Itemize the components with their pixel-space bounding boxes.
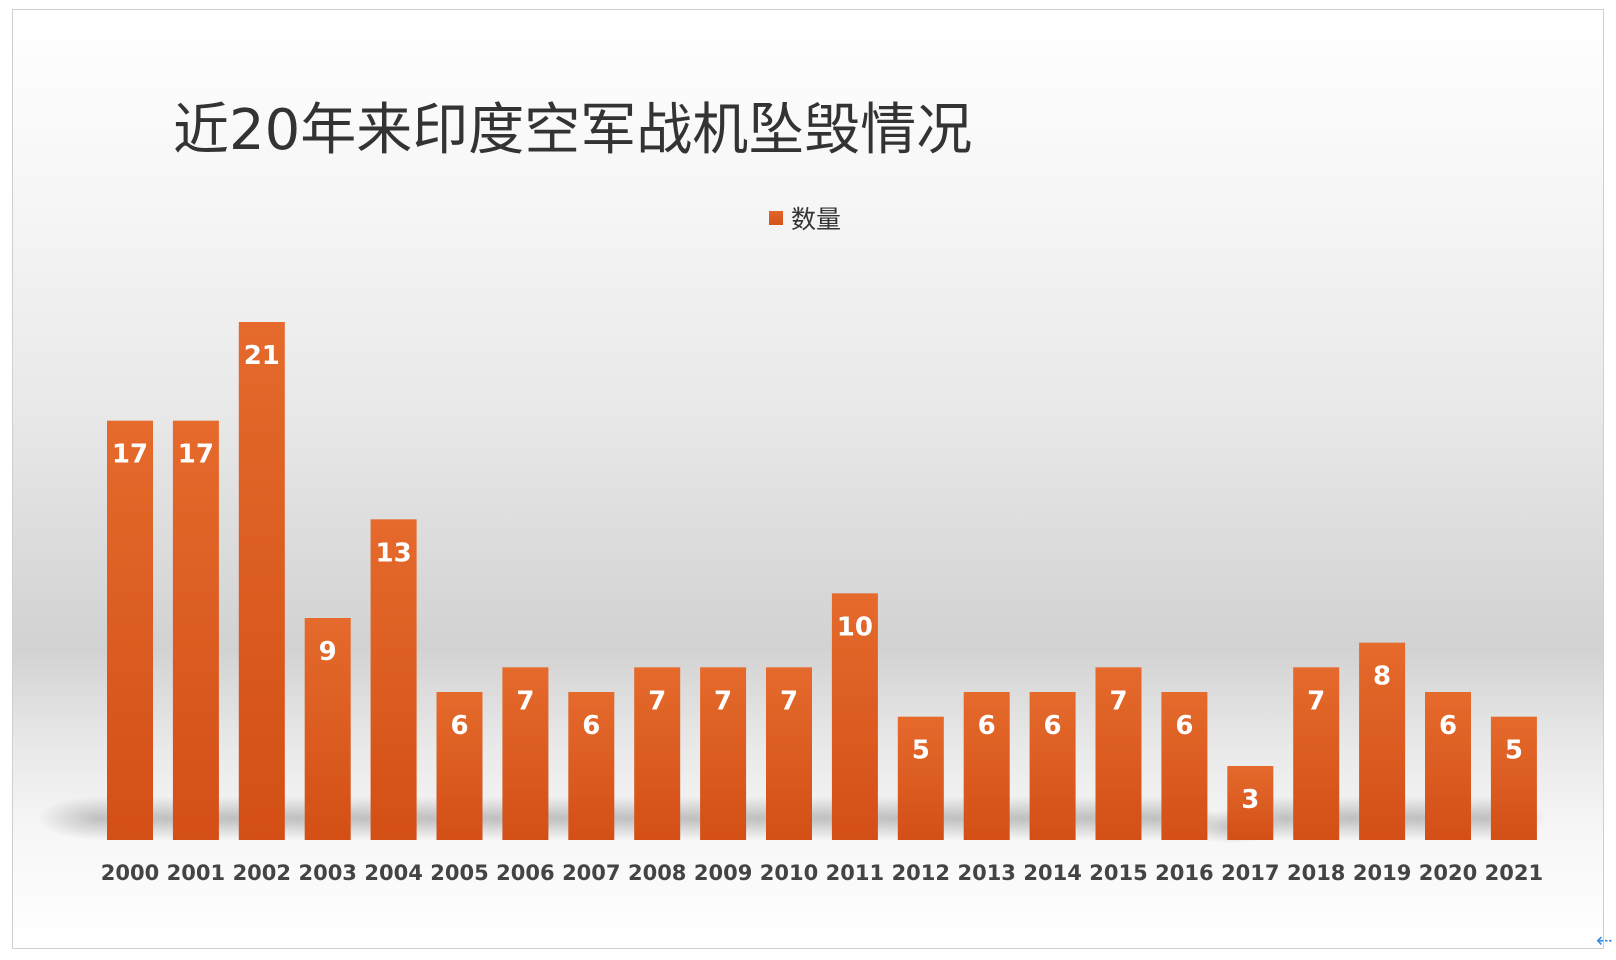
- bar-2010: [766, 667, 812, 840]
- bar-2017: [1227, 766, 1274, 840]
- bar-2008: [634, 667, 681, 840]
- x-tick-label-2004: 2004: [364, 861, 422, 885]
- data-label-2006: 7: [516, 686, 534, 716]
- legend-item: 数量: [768, 200, 841, 236]
- bar-2009: [700, 667, 747, 840]
- x-tick-label-2016: 2016: [1155, 861, 1213, 885]
- bar-2001: [172, 420, 219, 840]
- data-label-2009: 7: [714, 686, 732, 716]
- x-tick-label-2009: 2009: [694, 861, 752, 885]
- x-tick-label-2018: 2018: [1287, 861, 1345, 885]
- x-tick-label-2011: 2011: [826, 861, 884, 885]
- x-tick-label-2015: 2015: [1089, 861, 1147, 885]
- data-label-2018: 7: [1307, 686, 1325, 716]
- chart-legend: 数量: [0, 200, 1616, 236]
- data-label-2017: 3: [1241, 785, 1259, 815]
- data-label-2008: 7: [648, 686, 666, 716]
- x-tick-label-2010: 2010: [760, 861, 818, 885]
- data-label-2019: 8: [1373, 662, 1391, 692]
- bar-2006: [502, 667, 549, 840]
- legend-label: 数量: [790, 205, 841, 234]
- x-tick-label-2006: 2006: [496, 861, 554, 885]
- bar-2020: [1425, 692, 1471, 840]
- data-label-2015: 7: [1109, 686, 1127, 716]
- chart-title: 近20年来印度空军战机坠毁情况: [173, 98, 973, 163]
- data-label-2000: 17: [112, 440, 148, 470]
- data-label-2010: 7: [780, 686, 798, 716]
- data-label-2007: 6: [582, 711, 600, 741]
- arrow-left-icon: ⇠: [1596, 928, 1613, 952]
- x-tick-label-2003: 2003: [298, 861, 356, 885]
- bar-2004: [370, 519, 417, 840]
- x-tick-label-2002: 2002: [233, 861, 291, 885]
- bar-2000: [107, 420, 153, 840]
- bar-2015: [1095, 667, 1142, 840]
- data-label-2020: 6: [1439, 711, 1457, 741]
- x-tick-label-2019: 2019: [1353, 861, 1411, 885]
- data-label-2016: 6: [1175, 711, 1193, 741]
- bar-2005: [436, 692, 483, 840]
- x-tick-label-2020: 2020: [1419, 861, 1477, 885]
- data-label-2003: 9: [319, 637, 337, 667]
- x-tick-label-2014: 2014: [1023, 861, 1081, 885]
- bar-2012: [897, 716, 944, 840]
- bar-2014: [1029, 692, 1076, 840]
- x-tick-label-2012: 2012: [892, 861, 950, 885]
- data-label-2013: 6: [978, 711, 996, 741]
- data-label-2011: 10: [837, 612, 873, 642]
- bar-2019: [1359, 642, 1406, 840]
- bar-2011: [831, 593, 878, 840]
- data-label-2021: 5: [1505, 736, 1523, 766]
- bar-2007: [568, 692, 615, 840]
- data-label-2001: 17: [178, 440, 214, 470]
- data-label-2005: 6: [450, 711, 468, 741]
- data-label-2014: 6: [1044, 711, 1062, 741]
- bar-2018: [1293, 667, 1340, 840]
- data-label-2012: 5: [912, 736, 930, 766]
- x-tick-label-2017: 2017: [1221, 861, 1279, 885]
- data-label-2002: 21: [244, 341, 280, 371]
- bar-2003: [304, 618, 351, 840]
- bar-2021: [1490, 716, 1537, 840]
- x-tick-labels-group: 2000 2001 2002 2003 2004 2005 2006 2007 2008 2009…: [101, 861, 1543, 885]
- bar-2016: [1161, 692, 1208, 840]
- bar-2013: [963, 692, 1010, 840]
- legend-swatch: [768, 211, 783, 225]
- x-tick-label-2008: 2008: [628, 861, 686, 885]
- x-tick-label-2013: 2013: [957, 861, 1015, 885]
- bars-group: [107, 322, 1537, 840]
- x-tick-label-2007: 2007: [562, 861, 620, 885]
- x-tick-label-2001: 2001: [167, 861, 225, 885]
- x-tick-label-2005: 2005: [430, 861, 488, 885]
- data-labels-group: 17 17 21 9 13 6 7 6 7 7 7 10 5 6 6 7 6 3 7 8 6 5: [112, 341, 1523, 815]
- bar-2002: [238, 322, 285, 840]
- x-tick-label-2000: 2000: [101, 861, 159, 885]
- data-label-2004: 13: [376, 538, 412, 568]
- x-tick-label-2021: 2021: [1485, 861, 1543, 885]
